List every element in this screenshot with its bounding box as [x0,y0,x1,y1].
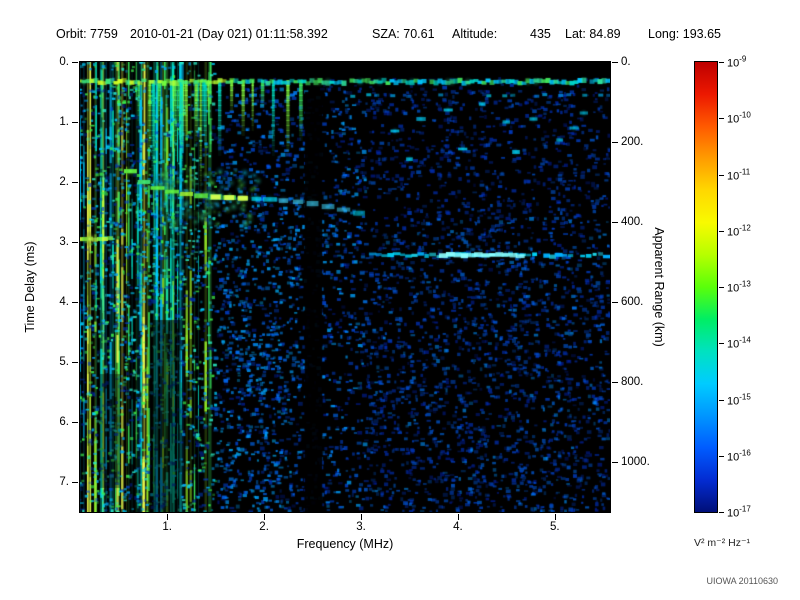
y-left-tick-mark [72,362,78,363]
x-tick-label: 4. [453,521,463,533]
y-left-tick-label: 6. [59,416,69,428]
colorbar-tick-label: 10-9 [727,54,747,70]
colorbar-tick-mark [719,174,724,176]
header-altitude-value: 435 [530,27,551,41]
header-sza: SZA: 70.61 [372,27,435,41]
y-left-tick-label: 5. [59,356,69,368]
y-left-tick-label: 1. [59,116,69,128]
colorbar-tick-mark [719,62,724,63]
y-right-tick-mark [612,382,618,383]
colorbar-tick-mark [719,399,724,401]
x-tick-label: 3. [356,521,366,533]
colorbar-tick-label: 10-12 [727,223,751,239]
x-tick-mark [554,514,556,520]
colorbar-tick-mark [719,287,724,288]
colorbar-tick-label: 10-13 [727,279,751,295]
y-right-tick-label: 1000. [621,456,650,468]
y-left-tick-mark [72,122,78,123]
colorbar-tick-label: 10-11 [727,167,751,182]
y-axis-label-left: Time Delay (ms) [23,241,37,333]
spectrogram-canvas [79,61,611,513]
y-left-tick-label: 3. [59,236,69,248]
y-right-tick-label: 800. [621,376,644,388]
header-altitude-label: Altitude: [452,27,498,41]
y-left-tick-mark [72,62,78,63]
colorbar [694,61,718,513]
y-left-tick-mark [72,482,78,483]
x-tick-label: 1. [162,521,172,533]
colorbar-tick-mark [719,230,724,232]
y-right-tick-label: 600. [621,296,644,308]
y-left-tick-label: 4. [59,296,69,308]
y-right-tick-label: 400. [621,216,644,228]
header-orbit: Orbit: 7759 [56,27,118,41]
x-tick-label: 2. [259,521,269,533]
colorbar-tick-label: 10-14 [727,335,751,351]
y-left-tick-mark [72,302,78,303]
y-right-tick-mark [612,222,618,223]
x-tick-mark [457,514,459,520]
x-tick-label: 5. [549,521,560,533]
colorbar-tick-label: 10-10 [727,110,751,126]
colorbar-tick-label: 10-15 [727,392,751,407]
y-left-tick-mark [72,422,78,423]
y-right-tick-label: 200. [621,136,644,148]
header-datetime: 2010-01-21 (Day 021) 01:11:58.392 [130,27,328,41]
colorbar-tick-label: 10-16 [727,448,751,464]
x-tick-mark [360,514,362,520]
y-left-tick-label: 2. [59,176,69,188]
x-tick-mark [167,514,169,520]
colorbar-tick-mark [719,343,724,345]
colorbar-tick-mark [719,512,724,513]
y-right-tick-label: 0. [621,56,631,68]
colorbar-tick-label: 10-17 [727,504,751,520]
y-left-tick-label: 7. [59,476,69,488]
credit-text: UIOWA 20110630 [706,576,778,586]
y-left-tick-mark [72,182,78,183]
x-axis-label: Frequency (MHz) [296,537,394,551]
y-left-tick-mark [72,242,78,243]
y-right-tick-mark [612,302,618,303]
y-right-tick-mark [612,462,618,463]
y-right-tick-mark [612,142,618,143]
y-left-tick-label: 0. [59,56,69,68]
colorbar-tick-mark [719,118,724,120]
header-long: Long: 193.65 [648,27,721,41]
header-lat: Lat: 84.89 [565,27,621,41]
colorbar-tick-mark [719,455,724,457]
x-tick-mark [264,514,266,520]
y-axis-label-right: Apparent Range (km) [652,227,666,347]
y-right-tick-mark [612,62,618,63]
colorbar-units-label: V² m⁻² Hz⁻¹ [694,537,750,549]
